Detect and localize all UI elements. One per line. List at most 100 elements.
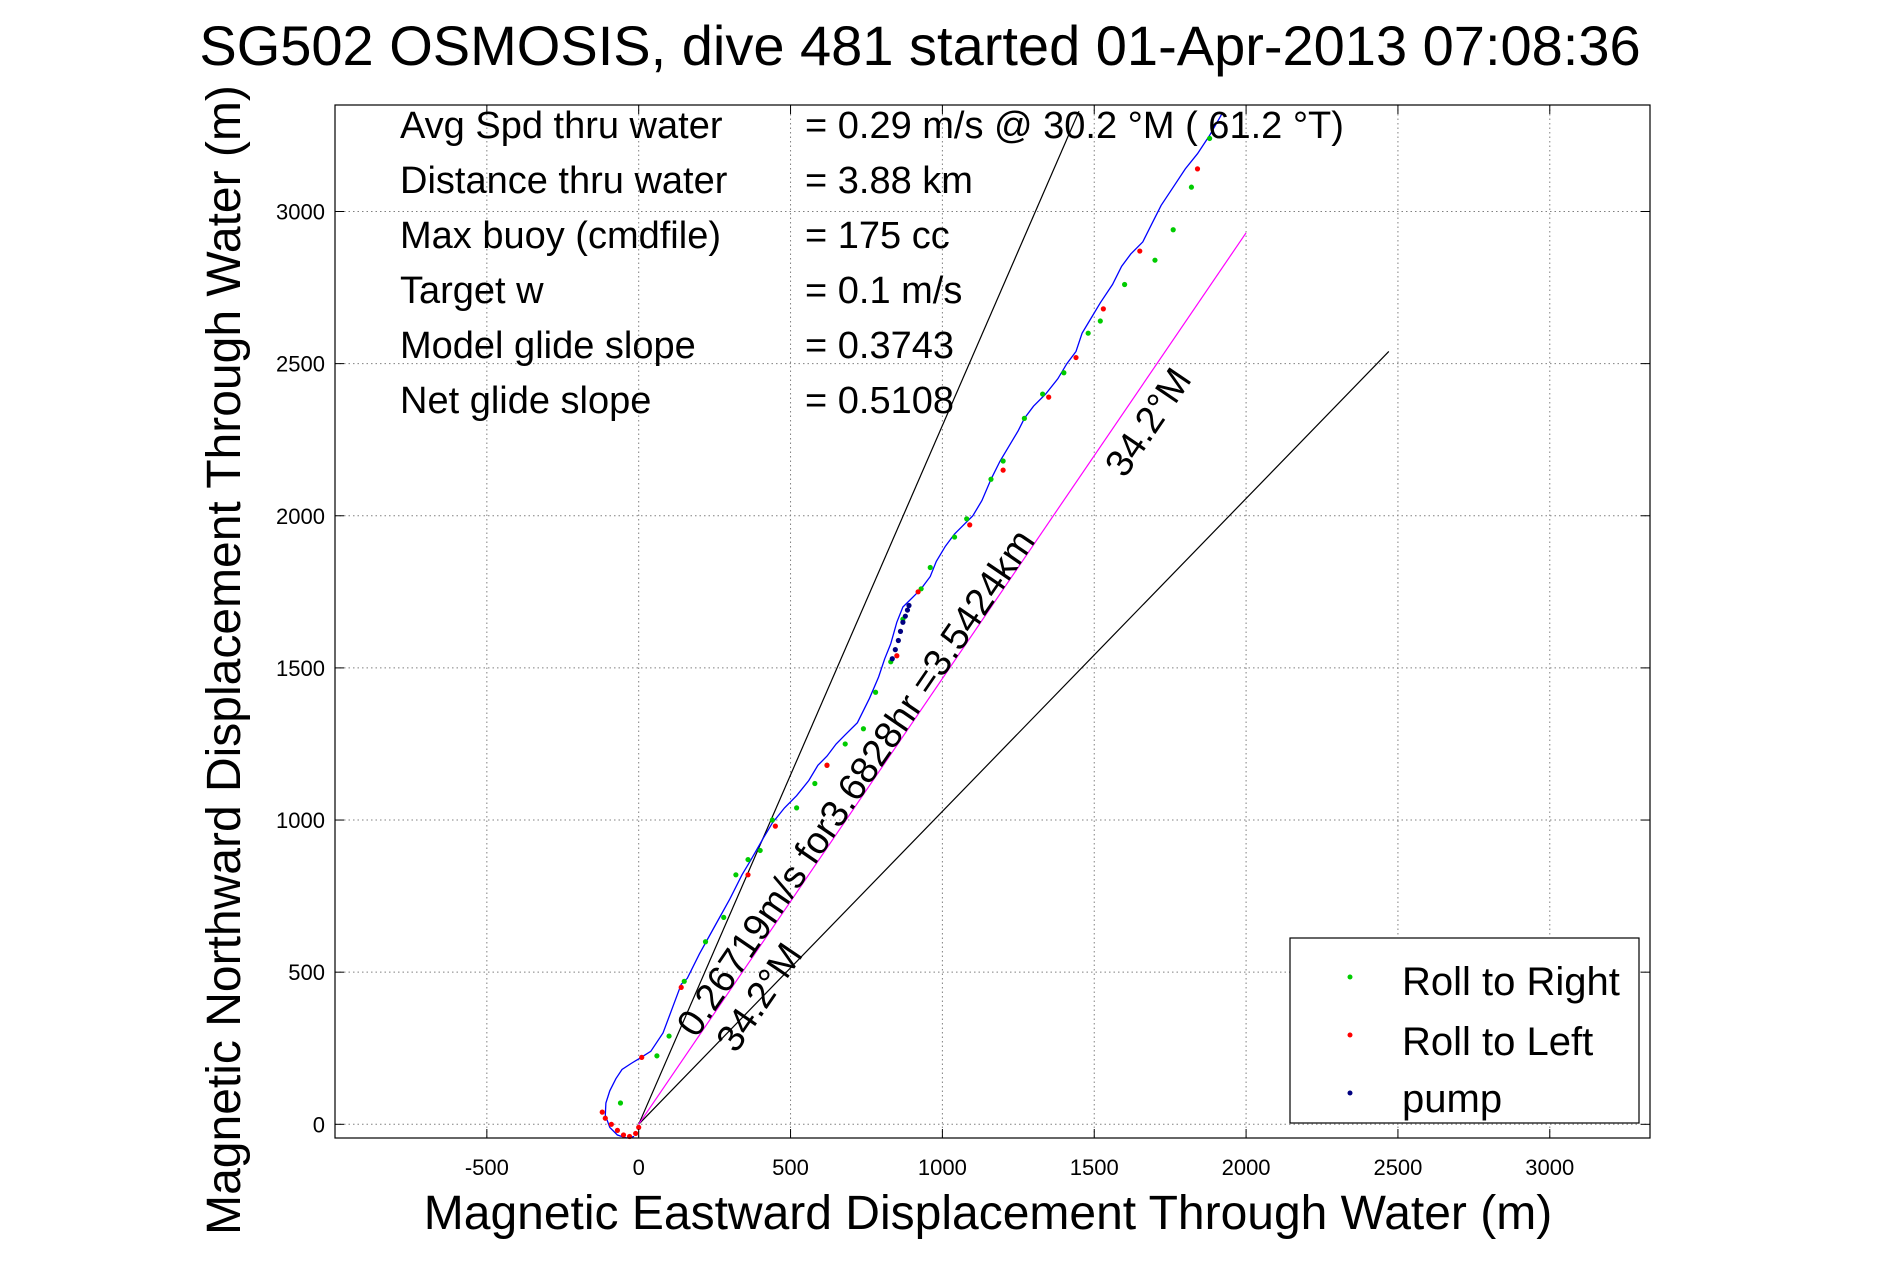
roll-to-left-point xyxy=(633,1130,639,1137)
roll-to-right-point xyxy=(757,847,763,854)
roll-to-right-point xyxy=(860,726,867,732)
x-tick-label: 2000 xyxy=(1222,1155,1271,1180)
pump-point xyxy=(895,637,901,644)
roll-to-right-point xyxy=(872,689,879,695)
pump-point xyxy=(904,607,911,613)
stat-value: = 0.3743 xyxy=(805,325,954,367)
chart-title: SG502 OSMOSIS, dive 481 started 01-Apr-2… xyxy=(199,14,1640,77)
roll-to-right-point xyxy=(1040,391,1046,397)
y-tick-label: 2500 xyxy=(276,352,325,377)
glider-track-line xyxy=(604,113,1223,1139)
roll-to-left-point xyxy=(636,1124,642,1130)
roll-to-right-point xyxy=(951,534,958,540)
roll-to-left-point xyxy=(608,1121,614,1127)
x-tick-label: 500 xyxy=(772,1155,809,1180)
y-axis-label: Magnetic Northward Displacement Through … xyxy=(198,85,251,1235)
ticks: -500 0 500 1000 1500 2000 2500 3000 0 500 1000 1500… xyxy=(276,105,1650,1180)
legend-roll-left-label: Roll to Left xyxy=(1402,1020,1593,1064)
roll-to-left-point xyxy=(1137,248,1143,254)
roll-to-right-point xyxy=(1188,184,1195,190)
axes-box xyxy=(334,104,1651,1139)
roll-to-left-point xyxy=(915,589,921,595)
stats-block: Avg Spd thru water = 0.29 m/s @ 30.2 °M (… xyxy=(400,105,1344,422)
legend-pump-marker xyxy=(1347,1090,1353,1096)
roll-to-right-point xyxy=(1207,135,1213,142)
stat-value: = 175 cc xyxy=(805,215,950,257)
roll-to-right-point xyxy=(617,1100,624,1106)
roll-to-right-point xyxy=(702,939,709,945)
stat-label: Distance thru water xyxy=(400,160,728,202)
pump-point xyxy=(889,656,895,662)
x-tick-label: 0 xyxy=(633,1155,645,1180)
line-annotation: 0.26719m/s for3.6828hr =3.5424km xyxy=(669,522,1044,1044)
heading-line xyxy=(638,351,1390,1125)
stat-label: Net glide slope xyxy=(400,380,651,422)
y-tick-label: 1500 xyxy=(276,656,325,681)
stat-label: Model glide slope xyxy=(400,325,696,367)
y-tick-label: 500 xyxy=(288,960,325,985)
stat-label: Max buoy (cmdfile) xyxy=(400,215,721,257)
roll-to-left-point xyxy=(1194,166,1201,172)
roll-to-right-point xyxy=(988,476,994,482)
roll-to-right-point xyxy=(842,741,848,747)
pump-point xyxy=(900,619,906,625)
x-tick-label: 3000 xyxy=(1525,1155,1574,1180)
stat-label: Target w xyxy=(400,270,544,312)
legend-roll-right-label: Roll to Right xyxy=(1402,960,1620,1004)
roll-to-right-point xyxy=(745,856,751,863)
roll-to-left-point xyxy=(967,522,973,528)
stat-value: = 0.29 m/s @ 30.2 °M ( 61.2 °T) xyxy=(805,105,1344,147)
roll-to-right-point xyxy=(927,564,933,571)
x-axis-label: Magnetic Eastward Displacement Through W… xyxy=(424,1187,1552,1240)
data-marks xyxy=(599,135,1213,1140)
roll-to-right-point xyxy=(654,1053,660,1059)
roll-to-right-point xyxy=(1097,318,1103,324)
line-annotation: 34.2°M xyxy=(1097,361,1200,484)
y-tick-label: 1000 xyxy=(276,808,325,833)
pump-point xyxy=(892,647,898,653)
roll-to-left-point xyxy=(745,872,751,878)
roll-to-right-point xyxy=(964,516,970,522)
x-tick-label: -500 xyxy=(465,1155,509,1180)
roll-to-right-point xyxy=(721,914,727,921)
heading-line xyxy=(638,110,1080,1125)
roll-to-left-point xyxy=(620,1132,627,1138)
x-tick-label: 2500 xyxy=(1373,1155,1422,1180)
roll-to-right-point xyxy=(1061,370,1067,376)
legend-roll-left-marker xyxy=(1347,1032,1353,1038)
reference-lines xyxy=(638,110,1390,1125)
roll-to-right-point xyxy=(1085,330,1091,336)
roll-to-left-point xyxy=(1073,354,1079,361)
y-tick-label: 3000 xyxy=(276,199,325,224)
roll-to-right-point xyxy=(794,805,800,811)
legend: Roll to Right Roll to Left pump xyxy=(1289,937,1640,1124)
roll-to-right-point xyxy=(1000,458,1006,464)
stat-value: = 3.88 km xyxy=(805,160,973,202)
legend-roll-right-marker xyxy=(1347,974,1353,980)
pump-point xyxy=(906,602,912,609)
roll-to-right-point xyxy=(1170,227,1176,233)
roll-to-right-point xyxy=(681,978,687,984)
y-tick-label: 0 xyxy=(313,1112,325,1137)
roll-to-left-point xyxy=(1000,467,1006,473)
pump-point xyxy=(897,628,904,634)
roll-to-left-point xyxy=(824,762,830,768)
stat-value: = 0.1 m/s xyxy=(805,270,962,312)
roll-to-right-point xyxy=(1021,415,1027,421)
y-tick-label: 2000 xyxy=(276,504,325,529)
roll-to-right-point xyxy=(812,780,818,787)
legend-pump-label: pump xyxy=(1402,1077,1502,1121)
stat-value: = 0.5108 xyxy=(805,380,954,422)
x-tick-label: 1000 xyxy=(918,1155,967,1180)
heading-line xyxy=(638,232,1247,1125)
roll-to-left-point xyxy=(678,984,684,990)
roll-to-left-point xyxy=(599,1109,605,1115)
stat-label: Avg Spd thru water xyxy=(400,105,723,147)
roll-to-left-point xyxy=(614,1127,621,1133)
roll-to-right-point xyxy=(666,1033,672,1039)
roll-to-right-point xyxy=(733,872,739,878)
pump-point xyxy=(902,613,908,619)
roll-to-left-point xyxy=(1046,394,1052,400)
roll-to-left-point xyxy=(639,1054,645,1060)
